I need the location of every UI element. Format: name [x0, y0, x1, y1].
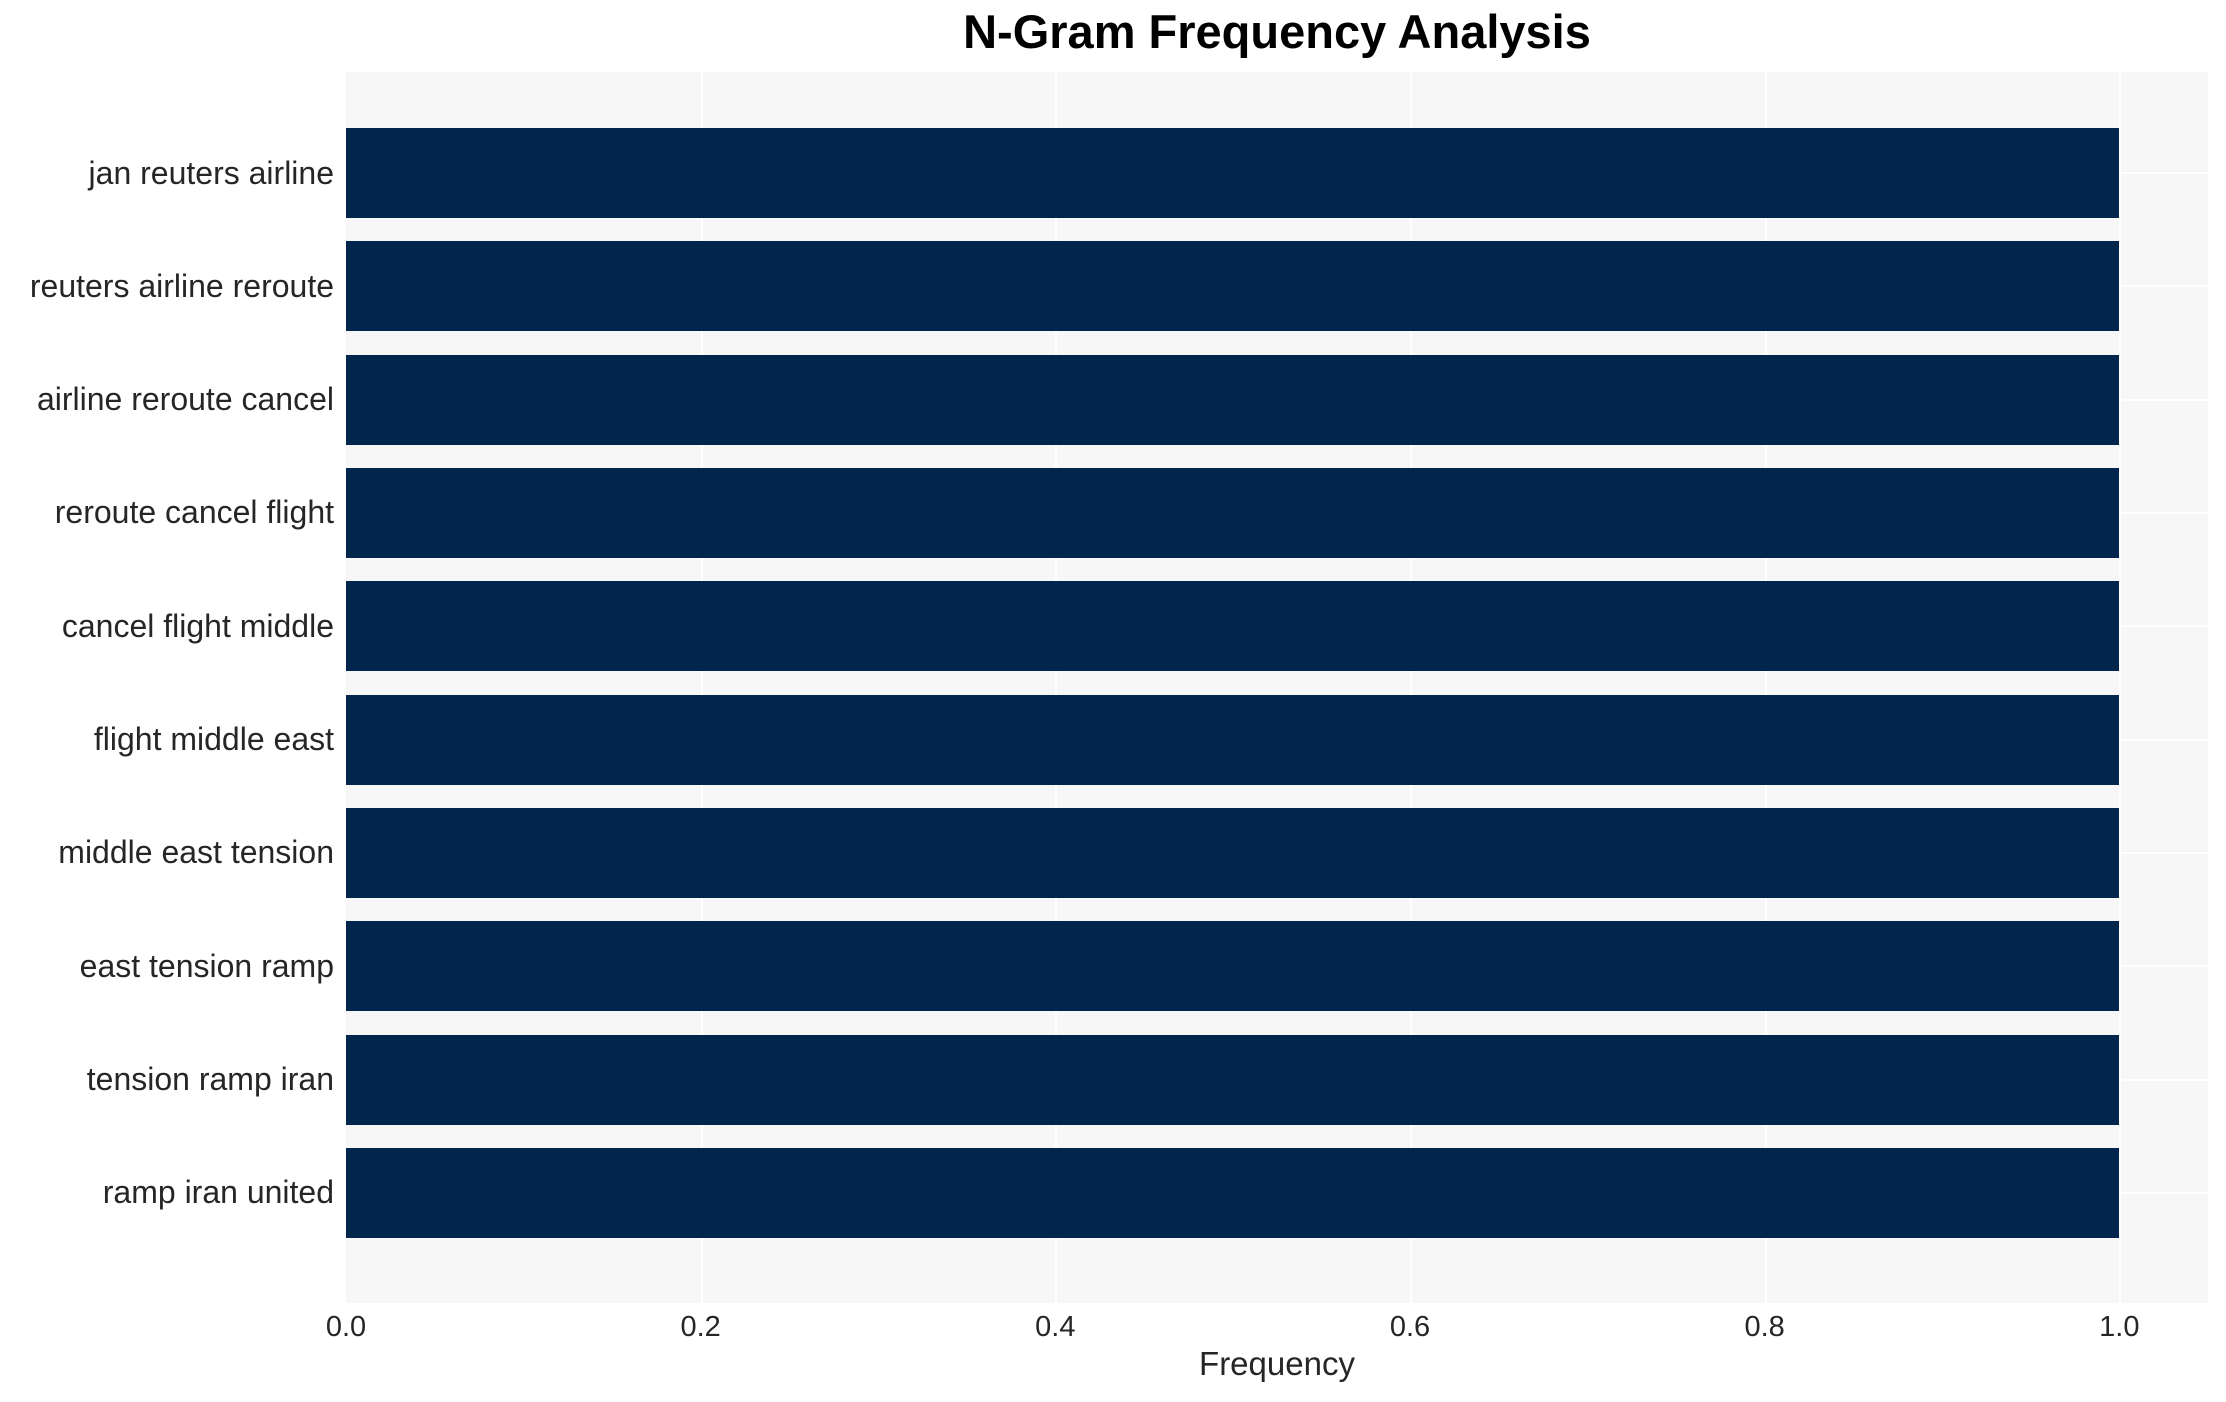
- gridline-vertical: [1764, 72, 1767, 1303]
- x-tick-label: 0.8: [1744, 1311, 1785, 1343]
- y-axis-labels: jan reuters airline reuters airline rerou…: [0, 128, 334, 1238]
- y-tick-label: middle east tension: [58, 834, 334, 871]
- y-tick-label: reuters airline reroute: [29, 267, 334, 304]
- x-tick-label: 0.0: [325, 1311, 367, 1343]
- bar: [346, 467, 2120, 558]
- bar-row: [346, 807, 2208, 898]
- bar: [346, 354, 2120, 445]
- y-tick-label: reroute cancel flight: [54, 494, 334, 531]
- y-tick-label: ramp iran united: [102, 1174, 334, 1211]
- bar: [346, 128, 2120, 219]
- x-tick-label: 0.4: [1035, 1311, 1076, 1343]
- y-tick-label: tension ramp iran: [86, 1061, 334, 1098]
- y-tick-label: airline reroute cancel: [36, 381, 334, 418]
- bar-row: [346, 354, 2208, 445]
- chart-title: N-Gram Frequency Analysis: [963, 5, 1591, 58]
- bar-row: [346, 694, 2208, 785]
- y-tick-label: east tension ramp: [79, 947, 334, 984]
- gridline-vertical: [2119, 72, 2122, 1303]
- bar-row: [346, 128, 2208, 219]
- x-tick-label: 1.0: [2099, 1311, 2140, 1343]
- bar: [346, 581, 2120, 672]
- x-tick-label: 0.6: [1389, 1311, 1431, 1343]
- bar: [346, 241, 2120, 332]
- y-tick-label: flight middle east: [93, 721, 334, 758]
- bar-row: [346, 241, 2208, 332]
- bar-row: [346, 1147, 2208, 1238]
- y-tick-label: cancel flight middle: [61, 607, 334, 644]
- gridline-vertical: [1055, 72, 1058, 1303]
- x-tick-label: 0.2: [680, 1311, 721, 1343]
- bar: [346, 807, 2120, 898]
- bar-row: [346, 1034, 2208, 1125]
- y-tick-label: jan reuters airline: [88, 154, 334, 191]
- bar: [346, 694, 2120, 785]
- bar-rows: [346, 128, 2208, 1238]
- bar-row: [346, 467, 2208, 558]
- bar-row: [346, 921, 2208, 1012]
- x-axis-label: Frequency: [1199, 1345, 1355, 1382]
- plot-area: [346, 72, 2208, 1303]
- bar: [346, 921, 2120, 1012]
- gridline-vertical: [700, 72, 703, 1303]
- bar: [346, 1034, 2120, 1125]
- gridline-vertical: [1410, 72, 1412, 1303]
- bar-row: [346, 581, 2208, 672]
- bar: [346, 1147, 2120, 1238]
